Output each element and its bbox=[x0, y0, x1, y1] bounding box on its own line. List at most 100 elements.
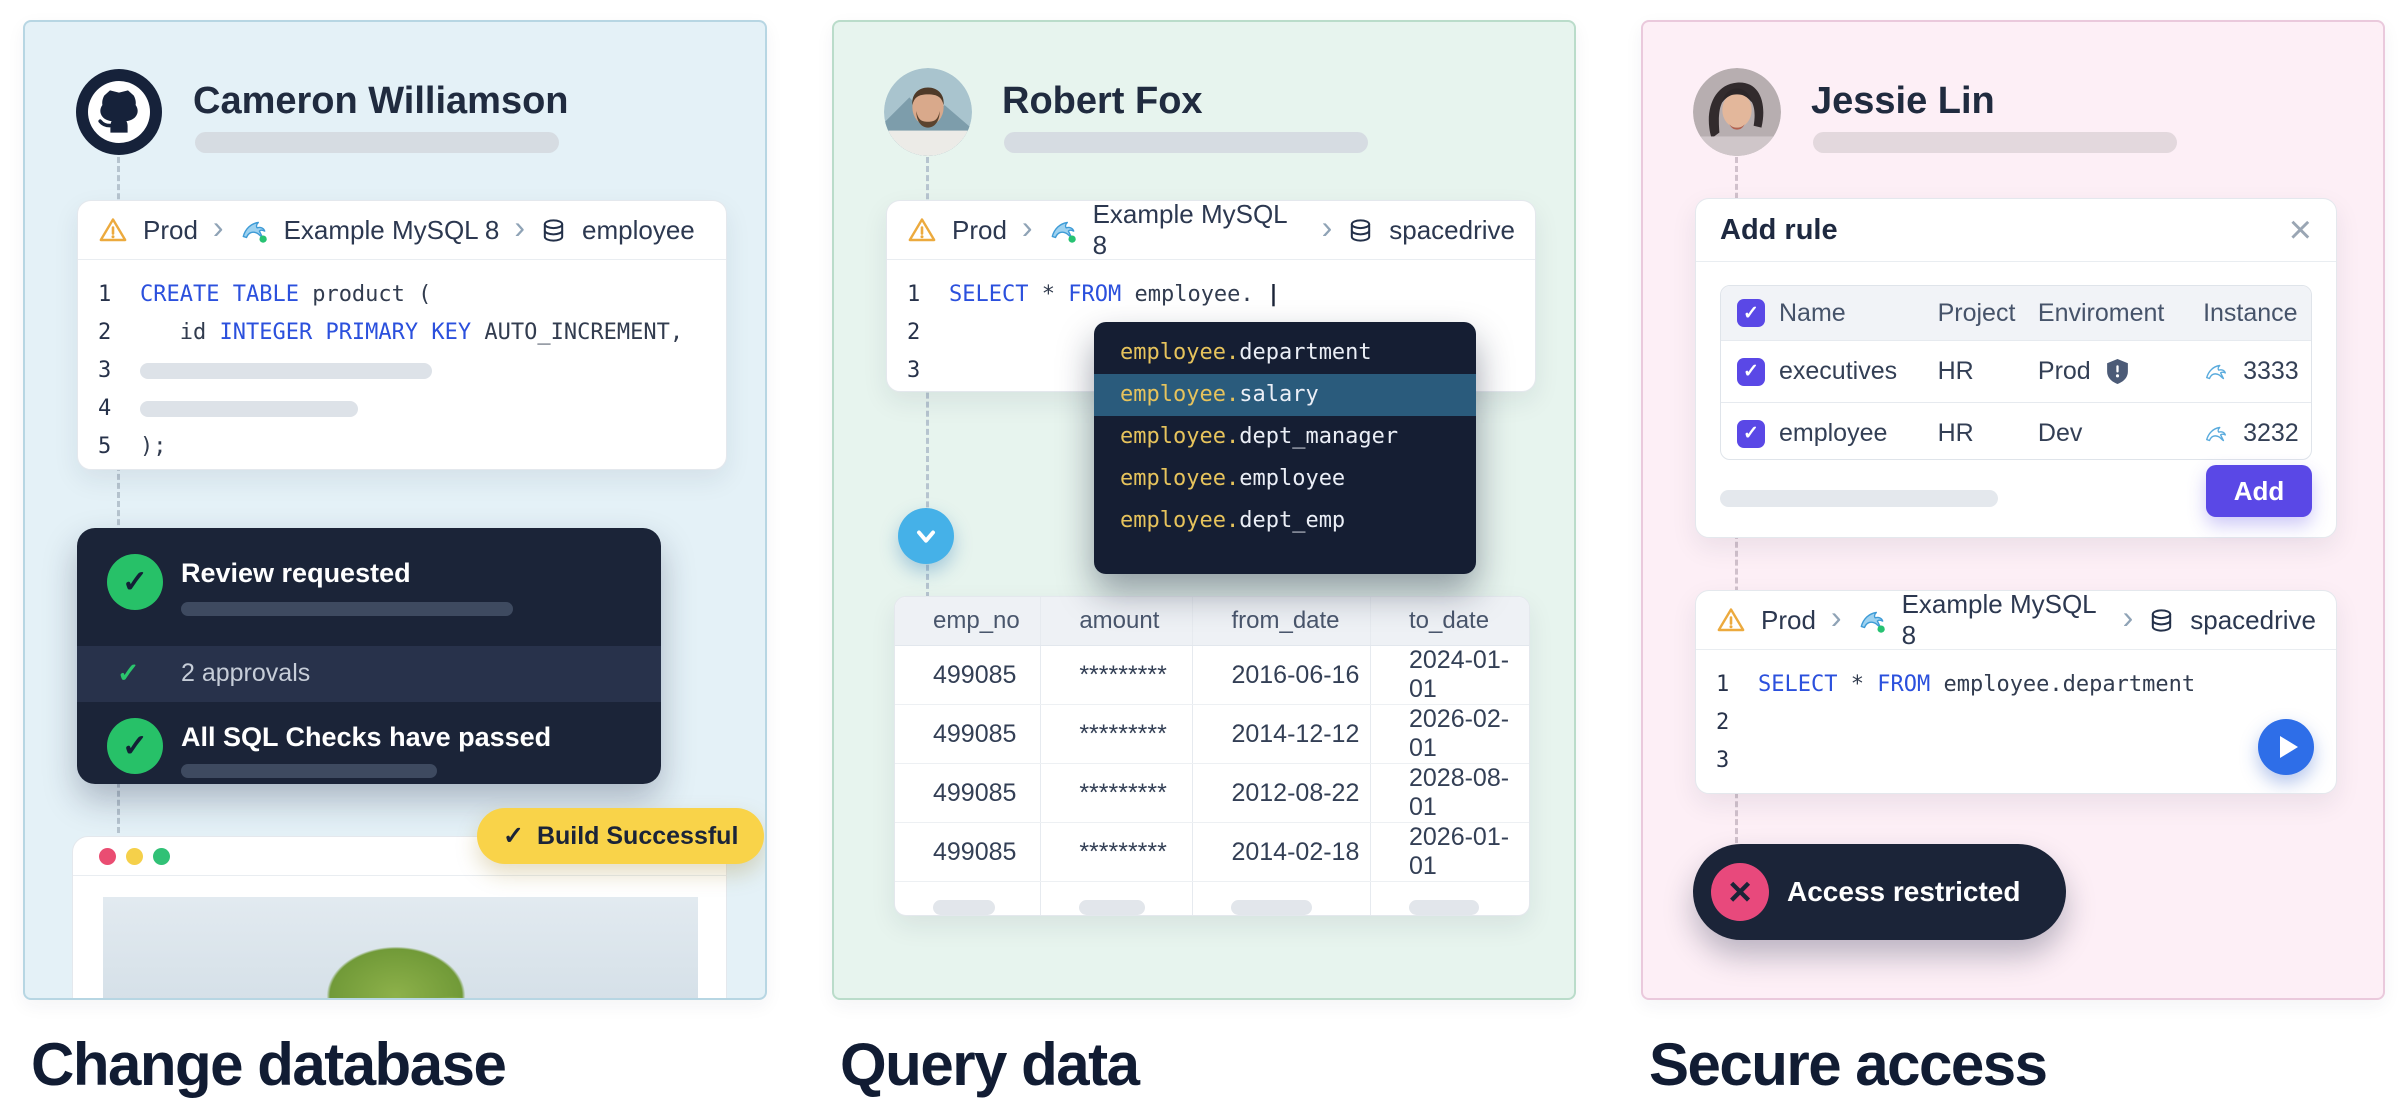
code-line: 3 bbox=[98, 352, 726, 390]
cell-from-date: 2012-08-22 bbox=[1192, 763, 1371, 823]
table-row-loading bbox=[895, 881, 1529, 915]
mysql-dolphin-icon bbox=[2203, 421, 2229, 447]
breadcrumb-server[interactable]: Example MySQL 8 bbox=[1901, 590, 2096, 650]
rule-instance: 3333 bbox=[2243, 357, 2299, 385]
line-number: 1 bbox=[98, 282, 112, 307]
autocomplete-option-selected[interactable]: employee.salary bbox=[1094, 374, 1476, 416]
breadcrumb: Prod › Example MySQL 8 › employee bbox=[78, 201, 726, 260]
code-line: 2 bbox=[907, 314, 1535, 352]
user-name: Cameron Williamson bbox=[193, 80, 569, 122]
breadcrumb-env[interactable]: Prod bbox=[952, 214, 1007, 245]
table-row: 499085 ********* 2016-06-16 2024-01-01 bbox=[895, 645, 1529, 705]
code-line: 2 id INTEGER PRIMARY KEY AUTO_INCREMENT, bbox=[98, 314, 726, 352]
sql-text: employee. bbox=[1121, 282, 1267, 307]
text-cursor: | bbox=[1266, 282, 1281, 307]
sql-text: product ( bbox=[298, 282, 432, 307]
skeleton-bar bbox=[1408, 899, 1479, 915]
skeleton-bar bbox=[181, 764, 437, 778]
breadcrumb-database[interactable]: spacedrive bbox=[2190, 604, 2316, 635]
review-title: Review requested bbox=[181, 558, 411, 588]
autocomplete-option[interactable]: employee.employee bbox=[1094, 458, 1476, 500]
check-glyph: ✓ bbox=[122, 564, 148, 599]
cell-amount-masked: ********* bbox=[1040, 763, 1193, 823]
table-prefix: employee. bbox=[1120, 382, 1240, 407]
traffic-light-green[interactable] bbox=[153, 847, 170, 865]
section-heading: Query data bbox=[840, 1031, 1140, 1098]
breadcrumb-env[interactable]: Prod bbox=[143, 214, 198, 245]
code-line: 2 bbox=[1716, 704, 2336, 742]
section-heading: Change database bbox=[31, 1031, 507, 1098]
scroll-down-button[interactable] bbox=[898, 508, 954, 564]
sql-text: * bbox=[1028, 282, 1069, 307]
check-icon: ✓ bbox=[117, 658, 140, 688]
column-header[interactable]: amount bbox=[1040, 597, 1193, 646]
sql-text: AUTO_INCREMENT, bbox=[471, 320, 684, 345]
close-icon[interactable]: × bbox=[2288, 208, 2312, 252]
table-prefix: employee. bbox=[1120, 508, 1240, 533]
add-button[interactable]: Add bbox=[2206, 465, 2312, 517]
line-number: 5 bbox=[98, 434, 112, 459]
line-number: 4 bbox=[98, 396, 112, 421]
column-name: department bbox=[1239, 340, 1372, 365]
sql-keyword: SELECT bbox=[949, 282, 1029, 307]
review-status-card: ✓ Review requested ✓ 2 approvals ✓ All S… bbox=[77, 528, 661, 784]
breadcrumb-database[interactable]: spacedrive bbox=[1389, 214, 1515, 245]
panel-change-database: Cameron Williamson Prod › Example MySQL … bbox=[23, 20, 767, 1000]
restricted-label: Access restricted bbox=[1787, 876, 2021, 907]
autocomplete-option[interactable]: employee.department bbox=[1094, 332, 1476, 374]
build-label: Build Successful bbox=[536, 821, 739, 850]
sql-keyword: FROM bbox=[1068, 282, 1122, 307]
column-header[interactable]: from_date bbox=[1192, 597, 1371, 646]
results-table-card: emp_no amount from_date to_date 499085 *… bbox=[894, 596, 1530, 916]
check-glyph: ✓ bbox=[1743, 302, 1759, 324]
check-circle-icon: ✓ bbox=[107, 718, 163, 774]
avatar-photo bbox=[884, 68, 972, 156]
database-icon bbox=[2148, 607, 2175, 634]
table-row: 499085 ********* 2014-12-12 2026-02-01 bbox=[895, 704, 1529, 764]
sql-text: id bbox=[140, 320, 220, 345]
chevron-right-icon: › bbox=[514, 209, 526, 245]
rule-environment: Prod bbox=[2037, 357, 2091, 385]
database-icon bbox=[1347, 217, 1374, 244]
sql-editor-card: Prod › Example MySQL 8 › employee 1 CREAT… bbox=[77, 200, 727, 470]
cell-emp-no: 499085 bbox=[895, 645, 1041, 705]
traffic-light-yellow[interactable] bbox=[126, 847, 143, 865]
table-header-row: ✓ Name Project Enviroment Instance bbox=[1721, 286, 2311, 341]
code-editor[interactable]: 1 SELECT * FROM employee. | 2 3 bbox=[887, 260, 1535, 390]
breadcrumb-server[interactable]: Example MySQL 8 bbox=[283, 214, 500, 245]
code-editor[interactable]: 1 CREATE TABLE product ( 2 id INTEGER PRI… bbox=[78, 260, 726, 466]
shield-icon bbox=[2105, 358, 2130, 385]
breadcrumb-database[interactable]: employee bbox=[582, 214, 695, 245]
autocomplete-option[interactable]: employee.dept_manager bbox=[1094, 416, 1476, 458]
rules-table: ✓ Name Project Enviroment Instance ✓ execu… bbox=[1721, 286, 2311, 459]
rule-row: ✓ employee HR Dev 3232 bbox=[1721, 402, 2311, 459]
tree-illustration bbox=[270, 919, 521, 998]
website-preview-image bbox=[103, 897, 698, 998]
table-row: 499085 ********* 2014-02-18 2026-01-01 bbox=[895, 822, 1529, 882]
column-header[interactable]: to_date bbox=[1369, 597, 1529, 646]
column-header[interactable]: emp_no bbox=[895, 597, 1041, 646]
mysql-dolphin-icon bbox=[1857, 605, 1887, 635]
row-checkbox[interactable]: ✓ bbox=[1737, 419, 1765, 448]
run-query-button[interactable] bbox=[2258, 719, 2314, 775]
check-glyph: ✓ bbox=[1743, 361, 1759, 382]
build-status-badge: ✓ Build Successful bbox=[477, 808, 765, 864]
sql-text: employee.department bbox=[1930, 672, 2196, 697]
rule-environment: Dev bbox=[2021, 402, 2188, 459]
code-editor[interactable]: 1 SELECT * FROM employee.department 2 3 bbox=[1696, 650, 2336, 780]
breadcrumb-server[interactable]: Example MySQL 8 bbox=[1092, 200, 1287, 260]
chevron-right-icon: › bbox=[2122, 599, 2134, 635]
cell-from-date: 2014-12-12 bbox=[1192, 704, 1371, 764]
rule-name: employee bbox=[1779, 419, 1888, 447]
approvals-text: 2 approvals bbox=[181, 659, 311, 687]
select-all-checkbox[interactable]: ✓ bbox=[1737, 299, 1765, 327]
row-checkbox[interactable]: ✓ bbox=[1737, 357, 1765, 386]
breadcrumb: Prod › Example MySQL 8 › spacedrive bbox=[1696, 591, 2336, 650]
breadcrumb-env[interactable]: Prod bbox=[1761, 604, 1816, 635]
cell-from-date: 2014-02-18 bbox=[1192, 822, 1371, 882]
autocomplete-option[interactable]: employee.dept_emp bbox=[1094, 500, 1476, 542]
add-rule-dialog: Add rule × ✓ Name Project Enviroment Inst… bbox=[1695, 198, 2337, 538]
check-glyph: ✓ bbox=[122, 728, 148, 763]
traffic-light-red[interactable] bbox=[99, 847, 116, 865]
